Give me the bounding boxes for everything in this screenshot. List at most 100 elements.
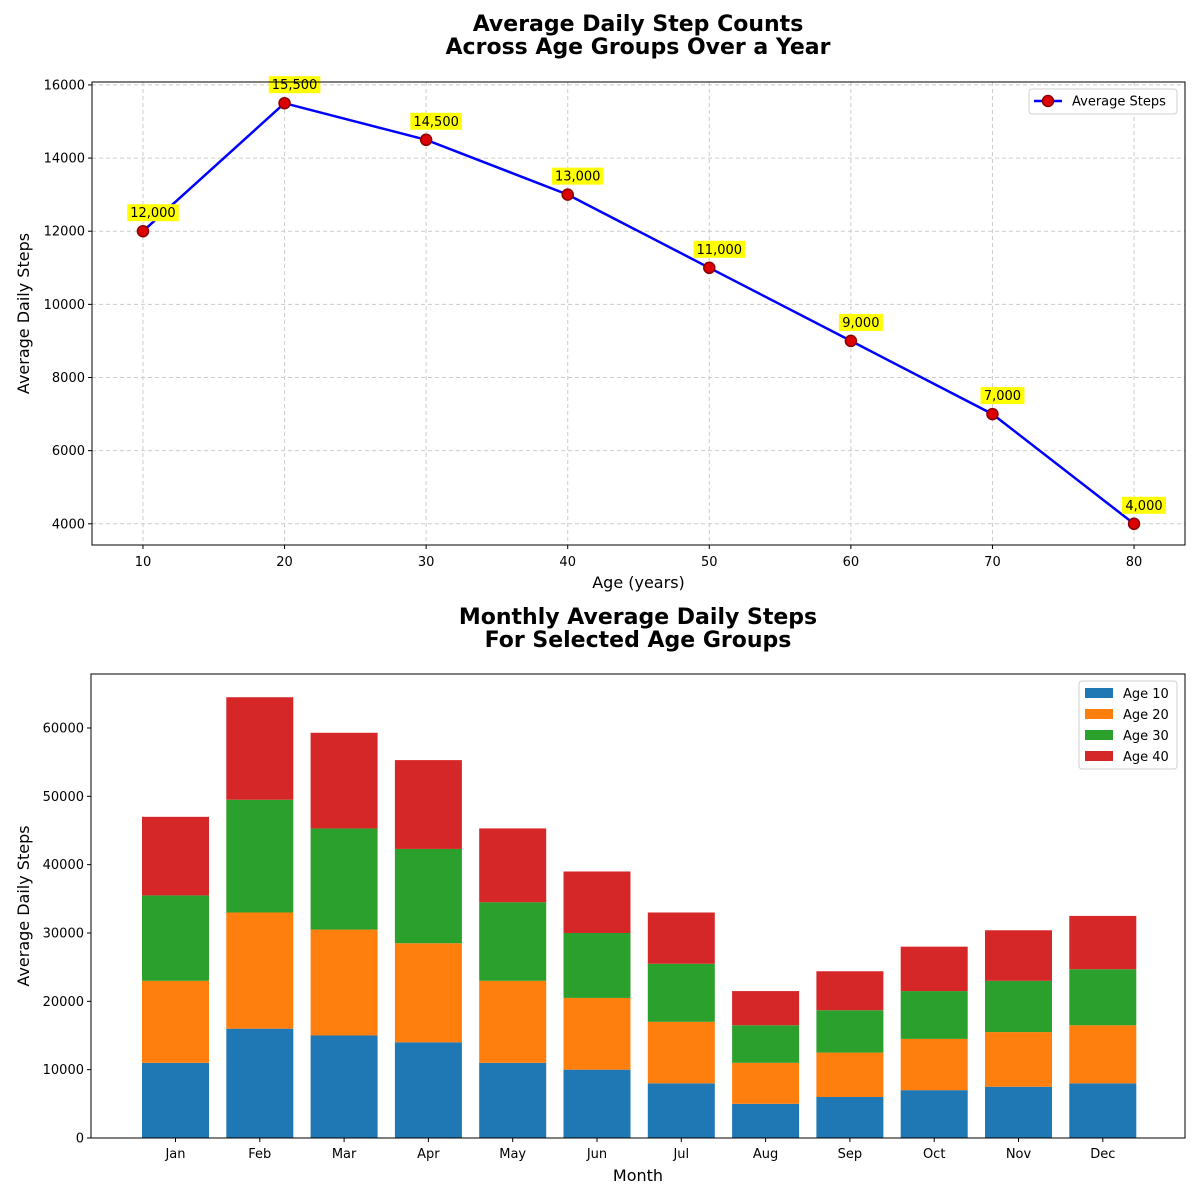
bar-age-30-jul (647, 963, 715, 1022)
data-point-marker (278, 96, 291, 110)
bar-age-10-feb (226, 1028, 294, 1138)
bar-age-40-jul (647, 912, 715, 964)
bar-age-20-dec (1069, 1025, 1137, 1084)
data-point-marker (561, 188, 574, 201)
x-tick-label: 10 (135, 555, 152, 570)
data-point-marker (703, 261, 716, 275)
bar-age-20-may (479, 980, 547, 1063)
bar-age-10-dec (1069, 1083, 1137, 1138)
bar-chart-bars (142, 697, 1137, 1138)
x-tick-label: Jul (672, 1147, 689, 1162)
y-tick-label: 14000 (44, 152, 85, 167)
data-label-background (410, 112, 462, 130)
x-tick-label: Oct (923, 1147, 945, 1162)
data-label: 13,000 (555, 170, 601, 185)
bar-age-40-dec (1069, 915, 1137, 970)
data-label: 12,000 (130, 206, 176, 221)
line-chart-title-line-2: Across Age Groups Over a Year (446, 35, 831, 60)
bar-chart-title-line-2: For Selected Age Groups (485, 628, 792, 653)
y-tick-label: 10000 (43, 1063, 84, 1078)
x-tick-label: 70 (984, 555, 1001, 570)
legend-label: Age 10 (1123, 687, 1169, 702)
bar-age-20-aug (732, 1062, 800, 1104)
legend-swatch-age-20 (1085, 709, 1113, 719)
x-tick-label: Dec (1090, 1147, 1115, 1162)
y-tick-label: 60000 (43, 721, 84, 736)
y-tick-label: 0 (76, 1132, 84, 1147)
bar-age-30-dec (1069, 969, 1137, 1026)
data-label: 4,000 (1125, 499, 1162, 514)
bar-age-40-apr (394, 760, 462, 849)
bar-age-30-oct (900, 991, 968, 1039)
line-chart-x-ticks: 10 20 30 40 50 60 70 80 (135, 545, 1143, 570)
line-chart-y-ticks: 4000 6000 8000 10000 12000 14000 16000 (44, 78, 92, 532)
bar-age-10-jan (142, 1062, 209, 1138)
bar-age-40-oct (900, 946, 968, 992)
bar-age-10-sep (816, 1096, 884, 1138)
x-tick-label: Aug (753, 1147, 778, 1162)
bar-chart-plot-frame (90, 673, 1186, 1139)
bar-age-10-oct (900, 1090, 968, 1138)
bar-age-10-aug (732, 1103, 800, 1138)
y-tick-label: 20000 (43, 995, 84, 1010)
bar-chart-x-axis-label: Month (613, 1166, 663, 1185)
data-label-background (268, 76, 321, 94)
x-tick-label: 40 (559, 555, 576, 570)
data-label-background (980, 387, 1025, 405)
data-label-background (838, 313, 883, 331)
y-tick-label: 30000 (43, 926, 84, 941)
bar-age-30-aug (732, 1025, 800, 1063)
line-chart-legend-label: Average Steps (1072, 95, 1166, 110)
average-steps-line (142, 101, 1135, 525)
data-label: 14,500 (413, 115, 459, 130)
x-tick-label: Mar (332, 1147, 357, 1162)
x-tick-label: 60 (843, 555, 860, 570)
legend-swatch-age-30 (1085, 730, 1113, 740)
bar-age-20-sep (816, 1052, 884, 1097)
data-label-background (693, 240, 746, 258)
bar-age-30-jun (563, 932, 631, 998)
line-chart-legend-box (1028, 88, 1178, 115)
line-chart-x-axis-label: Age (years) (592, 573, 685, 592)
y-tick-label: 16000 (44, 78, 85, 93)
legend-swatch-age-40 (1085, 751, 1113, 761)
bar-age-20-mar (310, 929, 378, 1036)
legend-label: Age 40 (1123, 750, 1169, 765)
bar-chart-title-line-1: Monthly Average Daily Steps (459, 605, 817, 630)
line-chart-plot-frame (91, 81, 1186, 546)
data-label-background (127, 204, 179, 222)
line-chart-series (136, 96, 1141, 531)
bar-age-40-may (479, 828, 547, 903)
data-point-marker (419, 133, 433, 147)
bar-age-30-jan (142, 895, 209, 981)
y-tick-label: 12000 (44, 225, 85, 240)
x-tick-label: 30 (418, 555, 435, 570)
y-tick-label: 6000 (52, 444, 85, 459)
data-point-marker (844, 334, 858, 348)
line-chart-y-axis-label: Average Daily Steps (14, 233, 33, 394)
stacked-bar-chart: Monthly Average Daily Steps For Selected… (14, 605, 1186, 1185)
x-tick-label: 80 (1126, 555, 1143, 570)
y-tick-label: 4000 (52, 517, 85, 532)
x-tick-label: Nov (1006, 1147, 1032, 1162)
x-tick-label: Feb (248, 1147, 271, 1162)
bar-age-20-jan (142, 980, 209, 1063)
bar-age-10-nov (985, 1086, 1052, 1138)
bar-age-10-mar (310, 1035, 378, 1138)
x-tick-label: Sep (838, 1147, 863, 1162)
bar-age-40-feb (226, 697, 294, 800)
bar-age-30-apr (394, 848, 462, 944)
x-tick-label: Apr (417, 1147, 440, 1162)
bar-age-20-feb (226, 912, 294, 1029)
bar-age-30-mar (310, 828, 378, 930)
bar-age-20-apr (394, 943, 462, 1043)
bar-age-30-feb (226, 799, 294, 913)
bar-age-10-may (479, 1062, 547, 1138)
bar-age-10-jun (563, 1069, 631, 1138)
data-label-background (1122, 496, 1167, 514)
x-tick-label: May (499, 1147, 526, 1162)
bar-chart-x-ticks: Jan Feb Mar Apr May Jun Jul Aug Sep Oct Nov Dec (164, 1138, 1115, 1162)
bar-age-40-jan (142, 816, 209, 896)
bar-chart-y-axis-label: Average Daily Steps (14, 825, 33, 986)
data-point-marker (986, 407, 999, 421)
